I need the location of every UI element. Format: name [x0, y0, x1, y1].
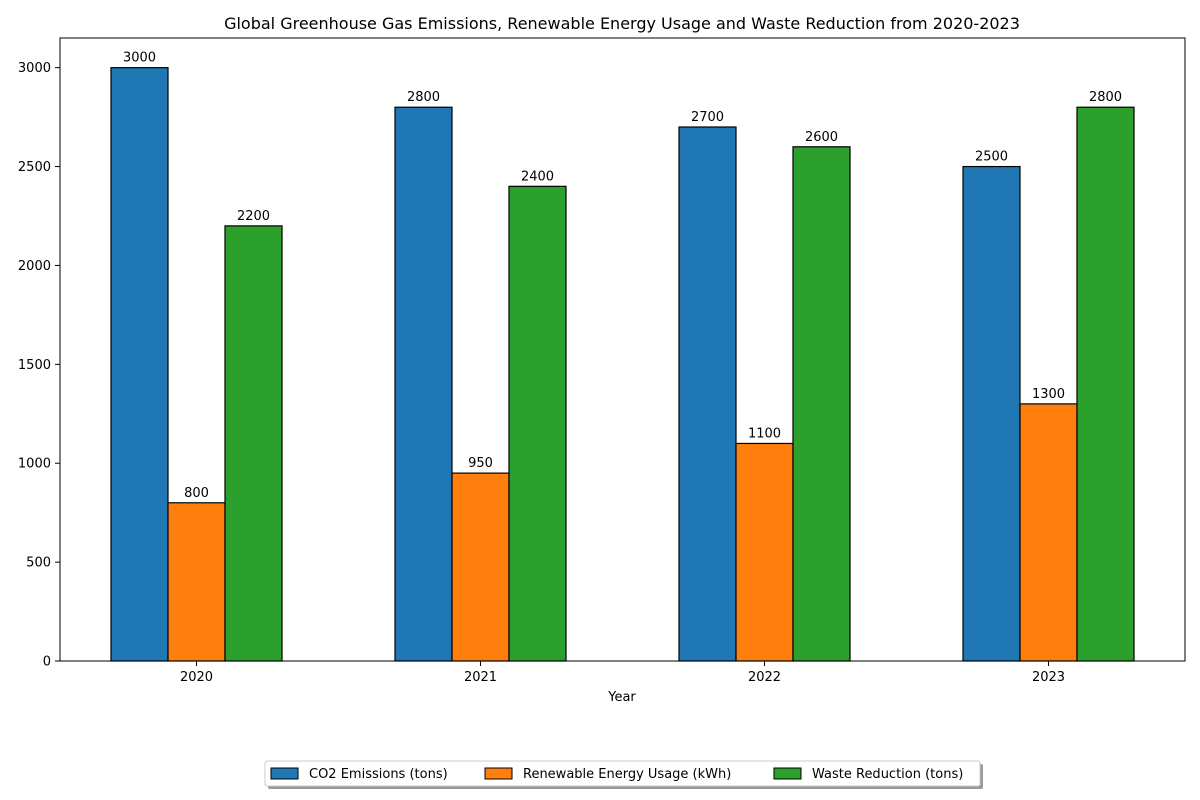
data-labels-layer: 3000 2800 2700 2500 800 950 1100 1300 2200 2400 26… [123, 51, 1122, 501]
bar-2023-series-1 [1019, 403, 1078, 662]
axes-layer: 0 500 1000 1500 2000 2500 3000 2020 2021 2022 2023 [18, 37, 1186, 685]
legend-label: CO2 Emissions (tons) [309, 767, 448, 782]
data-label: 1100 [748, 426, 781, 441]
bar-2023-series-0 [962, 165, 1021, 662]
bar-2022-series-1 [735, 442, 794, 662]
bar-2021-series-2 [508, 185, 567, 662]
legend-label: Waste Reduction (tons) [812, 767, 963, 782]
x-tick-label: 2020 [180, 670, 213, 685]
y-tick-label: 2500 [18, 160, 51, 175]
bars-layer [110, 67, 1135, 662]
data-label: 3000 [123, 51, 156, 66]
bar-2021-series-1 [451, 472, 510, 662]
data-label: 2600 [805, 130, 838, 145]
bar-2020-series-0 [110, 67, 169, 662]
legend-box [264, 760, 981, 787]
x-axis-title: Year [607, 690, 636, 705]
plot-frame [59, 37, 1186, 662]
data-label: 2400 [521, 169, 554, 184]
data-label: 1300 [1032, 387, 1065, 402]
y-tick-label: 0 [43, 655, 51, 670]
bar-2023-series-2 [1076, 106, 1135, 662]
legend: CO2 Emissions (tons) Renewable Energy Usa… [264, 760, 983, 789]
bar-2022-series-2 [792, 146, 851, 662]
y-tick-label: 1000 [18, 457, 51, 472]
legend-swatch [484, 767, 513, 780]
data-label: 800 [184, 486, 209, 501]
bar-2021-series-0 [394, 106, 453, 662]
y-tick-label: 500 [26, 556, 51, 571]
data-label: 2200 [237, 209, 270, 224]
bar-2022-series-0 [678, 126, 737, 662]
y-tick-label: 1500 [18, 358, 51, 373]
x-tick-label: 2023 [1032, 670, 1065, 685]
legend-swatch [773, 767, 802, 780]
data-label: 2700 [691, 110, 724, 125]
y-tick-label: 2000 [18, 259, 51, 274]
data-label: 2500 [975, 150, 1008, 165]
bar-2020-series-2 [224, 225, 283, 662]
legend-label: Renewable Energy Usage (kWh) [523, 767, 731, 782]
bar-2020-series-1 [167, 502, 226, 662]
data-label: 950 [468, 456, 493, 471]
legend-swatch [270, 767, 299, 780]
x-tick-label: 2021 [464, 670, 497, 685]
data-label: 2800 [407, 90, 440, 105]
chart-title: Global Greenhouse Gas Emissions, Renewab… [224, 14, 1020, 33]
x-tick-label: 2022 [748, 670, 781, 685]
y-tick-label: 3000 [18, 61, 51, 76]
data-label: 2800 [1089, 90, 1122, 105]
